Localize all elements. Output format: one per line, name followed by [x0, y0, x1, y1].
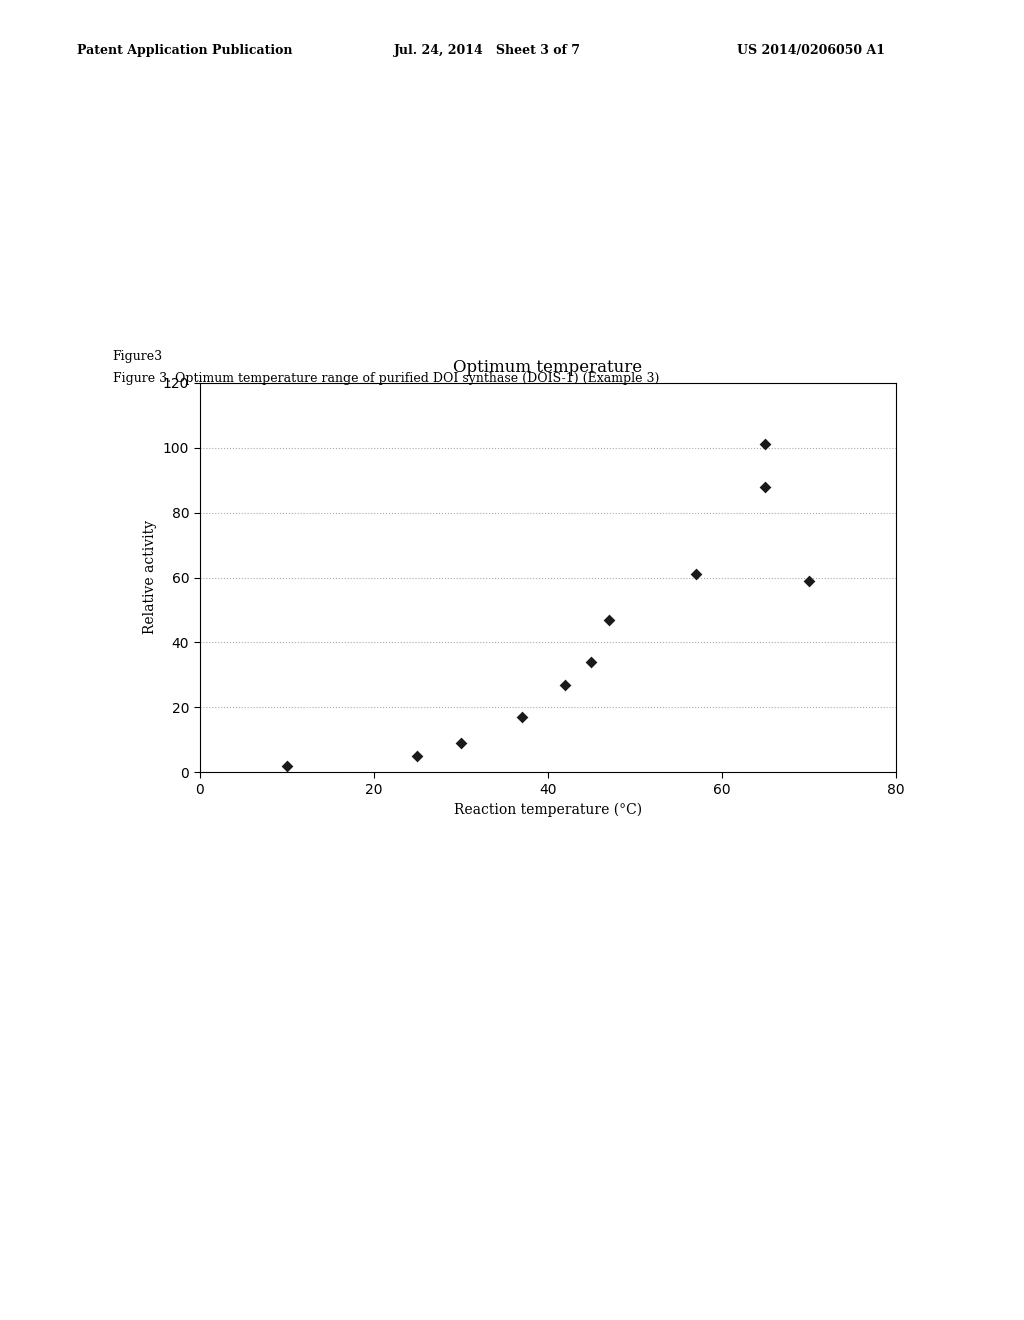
Point [801, 570, 817, 591]
Text: US 2014/0206050 A1: US 2014/0206050 A1 [737, 44, 886, 57]
Point [279, 755, 295, 776]
Title: Optimum temperature: Optimum temperature [454, 359, 642, 376]
Point [757, 434, 773, 455]
Point [453, 733, 469, 754]
Text: Patent Application Publication: Patent Application Publication [77, 44, 292, 57]
Point [409, 746, 426, 767]
Point [583, 651, 599, 672]
Point [557, 675, 573, 696]
Text: Figure3: Figure3 [113, 350, 163, 363]
Text: Jul. 24, 2014   Sheet 3 of 7: Jul. 24, 2014 Sheet 3 of 7 [394, 44, 582, 57]
Point [600, 609, 616, 630]
Text: Figure 3. Optimum temperature range of purified DOI synthase (DOIS-1) (Example 3: Figure 3. Optimum temperature range of p… [113, 372, 659, 385]
Y-axis label: Relative activity: Relative activity [143, 520, 158, 635]
Point [757, 477, 773, 498]
Point [513, 706, 530, 727]
X-axis label: Reaction temperature (°C): Reaction temperature (°C) [454, 803, 642, 817]
Point [688, 564, 705, 585]
